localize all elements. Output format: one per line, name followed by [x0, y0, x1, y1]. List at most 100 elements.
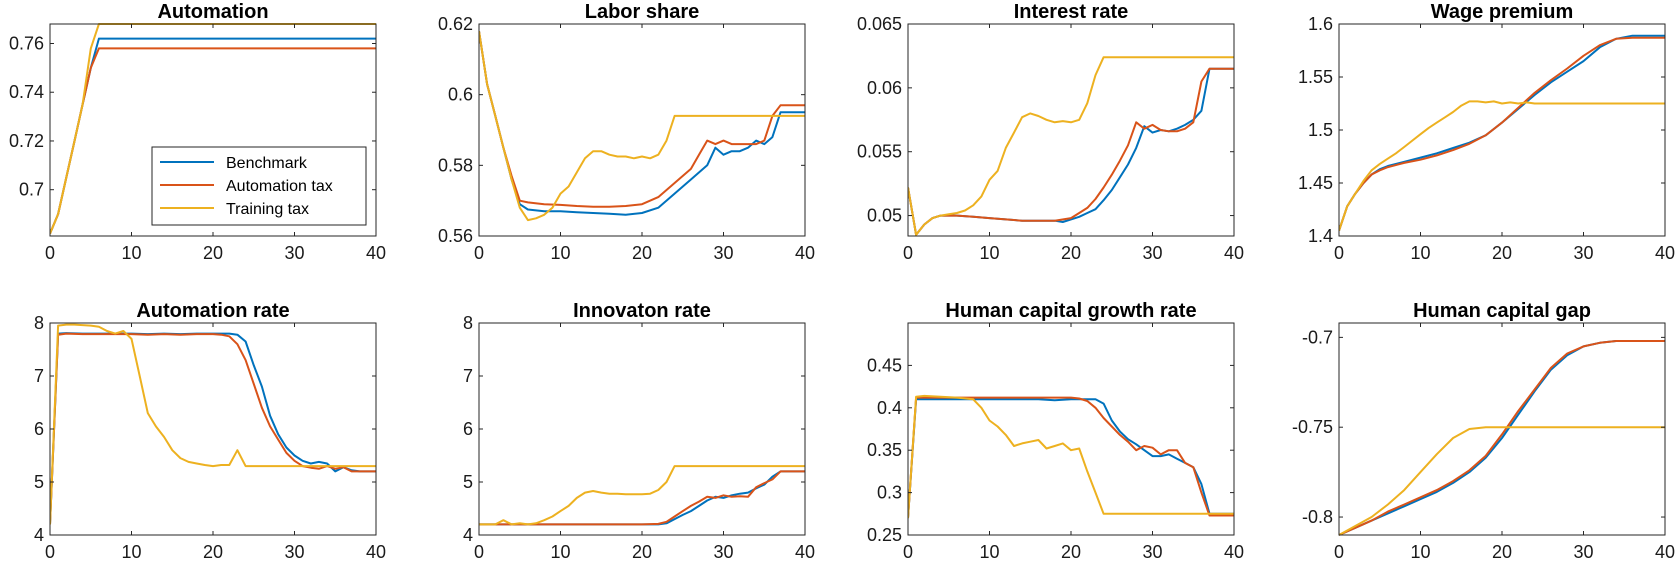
x-tick-label: 0 [45, 542, 55, 562]
series-line-automation-tax [908, 396, 1234, 519]
x-tick-label: 20 [1061, 243, 1081, 263]
x-tick-label: 40 [795, 243, 815, 263]
panel-title: Interest rate [1014, 1, 1129, 23]
y-tick-label: 0.7 [19, 180, 44, 200]
y-tick-label: 8 [34, 313, 44, 333]
x-tick-label: 30 [1142, 542, 1162, 562]
legend: Benchmark Automation tax Training tax [151, 146, 367, 226]
y-tick-label: 0.065 [857, 14, 902, 34]
x-tick-label: 0 [1334, 542, 1344, 562]
x-tick-label: 20 [203, 243, 223, 263]
y-tick-label: 1.5 [1308, 120, 1333, 140]
y-tick-label: 1.55 [1298, 67, 1333, 87]
x-tick-label: 10 [1410, 542, 1430, 562]
y-tick-label: 0.06 [867, 78, 902, 98]
panel-human-capital-growth-rate: 0 10 20 30 40 0.25 0.3 0.35 0.4 0.45 Human capital… [867, 300, 1244, 562]
series-line-automation-tax [479, 30, 805, 208]
legend-label-benchmark: Benchmark [226, 155, 308, 172]
y-tick-label: 1.6 [1308, 14, 1333, 34]
y-tick-label: 0.62 [438, 14, 473, 34]
x-tick-label: 30 [284, 542, 304, 562]
x-tick-label: 40 [795, 542, 815, 562]
y-tick-label: 6 [34, 419, 44, 439]
series-group [1339, 34, 1665, 232]
y-tick-label: 7 [463, 366, 473, 386]
series-line-automation-tax [908, 67, 1234, 236]
series-line-training-tax [1339, 426, 1665, 536]
y-tick-label: 4 [463, 525, 473, 545]
panel-labor-share: 0 10 20 30 40 0.56 0.58 0.6 0.62 Labor share [438, 1, 815, 263]
y-tick-label: 0.3 [877, 483, 902, 503]
legend-label-training-tax: Training tax [226, 201, 309, 218]
panel-human-capital-gap: 0 10 20 30 40 -0.8 -0.75 -0.7 Human capital gap [1292, 300, 1675, 562]
series-line-automation-tax [1339, 340, 1665, 536]
x-tick-label: 40 [1655, 542, 1675, 562]
panel-interest-rate: 0 10 20 30 40 0.05 0.055 0.06 0.065 Interest rate [857, 1, 1244, 263]
panel-innovaton-rate: 0 10 20 30 40 4 5 6 7 8 Innovaton rate [463, 300, 815, 562]
y-tick-label: 6 [463, 419, 473, 439]
x-tick-label: 0 [474, 542, 484, 562]
y-tick-label: 1.45 [1298, 173, 1333, 193]
x-tick-label: 10 [979, 542, 999, 562]
series-line-automation-tax [1339, 36, 1665, 232]
x-tick-label: 20 [1492, 243, 1512, 263]
x-tick-label: 30 [1573, 243, 1593, 263]
x-tick-label: 20 [632, 243, 652, 263]
panel-automation: 0 10 20 30 40 0.7 0.72 0.74 0.76 Automation [9, 1, 386, 263]
x-tick-label: 10 [550, 243, 570, 263]
series-group [908, 394, 1234, 519]
series-line-training-tax [50, 323, 376, 525]
series-group [479, 30, 805, 222]
x-tick-label: 30 [1142, 243, 1162, 263]
x-tick-label: 0 [903, 542, 913, 562]
panel-title: Labor share [585, 1, 699, 23]
y-tick-label: 7 [34, 366, 44, 386]
y-tick-label: 0.4 [877, 398, 902, 418]
series-group [50, 323, 376, 525]
panel-title: Human capital growth rate [945, 300, 1196, 322]
y-tick-label: 0.055 [857, 142, 902, 162]
plot-area [479, 24, 805, 236]
y-tick-label: 1.4 [1308, 226, 1333, 246]
y-tick-label: -0.8 [1302, 507, 1333, 527]
x-tick-label: 0 [474, 243, 484, 263]
y-tick-label: 0.74 [9, 82, 44, 102]
panel-title: Automation rate [136, 300, 289, 322]
x-tick-label: 10 [979, 243, 999, 263]
x-tick-label: 30 [1573, 542, 1593, 562]
x-tick-label: 20 [632, 542, 652, 562]
panel-title: Innovaton rate [573, 300, 711, 322]
series-line-training-tax [908, 56, 1234, 236]
x-tick-label: 0 [1334, 243, 1344, 263]
y-tick-label: -0.7 [1302, 327, 1333, 347]
y-tick-label: 0.72 [9, 131, 44, 151]
x-tick-label: 40 [1224, 542, 1244, 562]
x-tick-label: 10 [121, 542, 141, 562]
y-tick-label: 4 [34, 525, 44, 545]
series-line-training-tax [1339, 100, 1665, 232]
series-line-training-tax [908, 394, 1234, 519]
x-tick-label: 20 [1492, 542, 1512, 562]
y-tick-label: 0.45 [867, 355, 902, 375]
y-tick-label: 0.58 [438, 155, 473, 175]
plot-area [908, 323, 1234, 535]
y-tick-label: 8 [463, 313, 473, 333]
y-tick-label: 0.35 [867, 440, 902, 460]
x-tick-label: 40 [1655, 243, 1675, 263]
x-tick-label: 10 [121, 243, 141, 263]
x-tick-label: 10 [550, 542, 570, 562]
x-tick-label: 0 [903, 243, 913, 263]
series-group [1339, 340, 1665, 536]
y-tick-label: 0.56 [438, 226, 473, 246]
plot-area [50, 323, 376, 535]
y-tick-label: 0.25 [867, 525, 902, 545]
panel-title: Automation [157, 1, 268, 23]
legend-label-automation-tax: Automation tax [226, 178, 333, 195]
plot-area [479, 323, 805, 535]
series-line-automation-tax [479, 470, 805, 526]
panel-title: Wage premium [1431, 1, 1574, 23]
series-group [908, 56, 1234, 236]
x-tick-label: 30 [713, 542, 733, 562]
x-tick-label: 0 [45, 243, 55, 263]
